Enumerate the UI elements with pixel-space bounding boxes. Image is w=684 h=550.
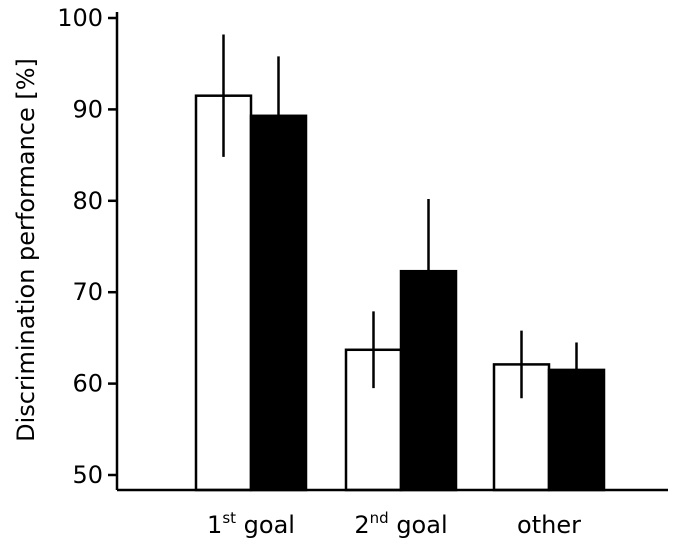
x-category-label-3: other xyxy=(517,511,581,539)
bar-series1-cat1 xyxy=(194,94,253,492)
axes-layer xyxy=(115,12,668,492)
labels-layer: Discrimination performance [%] 1st goal 2… xyxy=(12,58,581,539)
y-tick-label-60: 60 xyxy=(72,370,103,398)
y-axis-title: Discrimination performance [%] xyxy=(12,58,40,442)
y-tick-label-90: 90 xyxy=(72,95,103,123)
x-category-label-2: 2nd goal xyxy=(354,509,447,539)
bar-series2-cat1 xyxy=(249,114,308,492)
y-tick-label-50: 50 xyxy=(72,461,103,489)
y-tick-label-100: 100 xyxy=(57,4,103,32)
x-category-label-1: 1st goal xyxy=(207,509,295,539)
bars-layer xyxy=(194,34,606,492)
y-tick-label-70: 70 xyxy=(72,278,103,306)
y-tick-label-80: 80 xyxy=(72,187,103,215)
ticks-layer: 50 60 70 80 90 100 xyxy=(57,4,117,489)
